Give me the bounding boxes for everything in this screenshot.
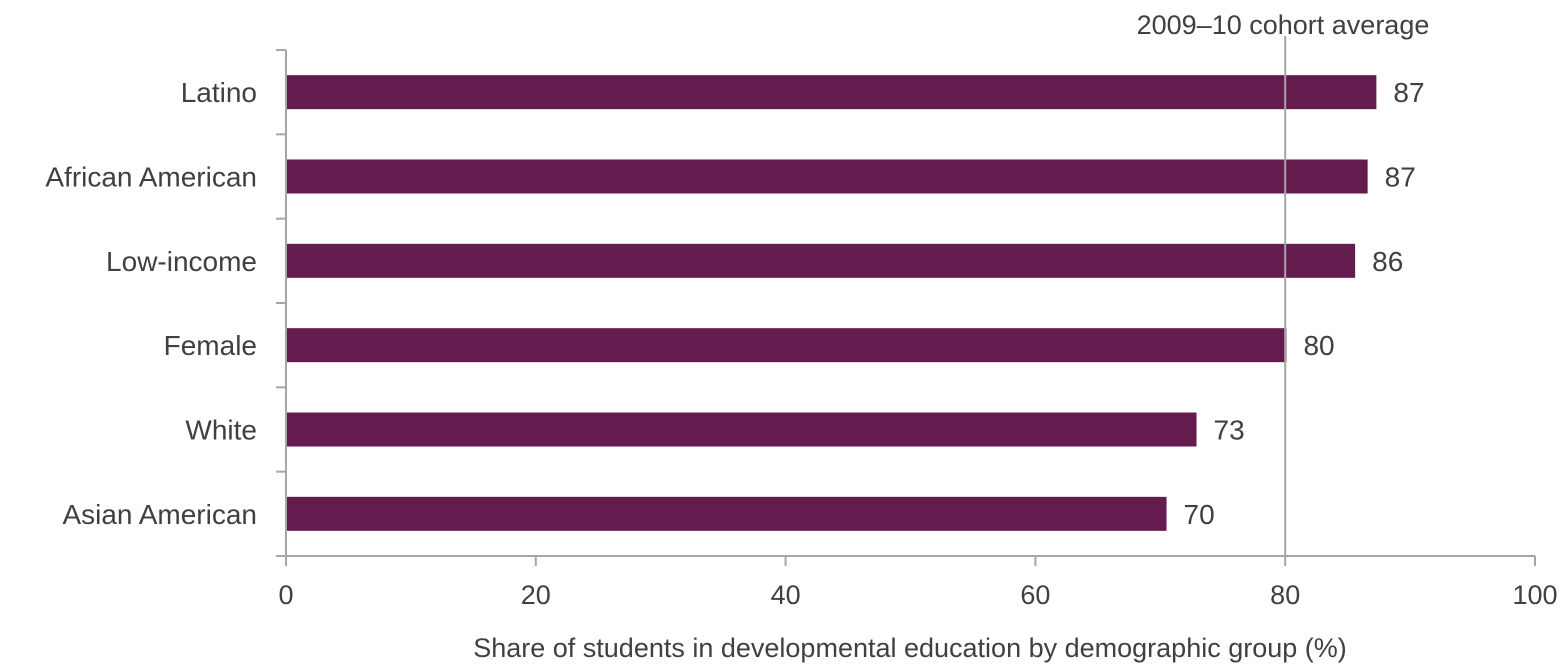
axes-group: [285, 50, 1535, 557]
category-label: Female: [164, 330, 257, 361]
x-axis-title: Share of students in developmental educa…: [473, 633, 1347, 663]
data-label: 80: [1303, 330, 1334, 361]
data-label: 87: [1385, 162, 1416, 193]
bar-asian-american: [286, 496, 1167, 531]
data-labels-group: 87 87 86 80 73 70: [1184, 77, 1425, 530]
x-tick-label: 0: [278, 580, 293, 610]
x-tick-label: 40: [771, 580, 801, 610]
x-tick-label: 20: [521, 580, 551, 610]
bars-group: [286, 75, 1377, 531]
x-tick-label: 80: [1270, 580, 1300, 610]
category-label: Low-income: [106, 246, 257, 277]
x-ticks-group: 0 20 40 60 80 100: [278, 556, 1558, 610]
bar-low-income: [286, 243, 1356, 278]
x-tick-label: 60: [1020, 580, 1050, 610]
data-label: 70: [1184, 499, 1215, 530]
category-label: African American: [45, 162, 257, 193]
bar-white: [286, 412, 1197, 447]
data-label: 86: [1372, 246, 1403, 277]
cohort-average-label: 2009–10 cohort average: [1137, 10, 1430, 40]
category-label: White: [185, 415, 257, 446]
y-ticks-group: [276, 49, 286, 557]
category-labels-group: Latino African American Low-income Female Wh…: [45, 77, 257, 530]
category-label: Asian American: [62, 499, 257, 530]
reference-line-group: 2009–10 cohort average: [1137, 10, 1430, 556]
x-tick-label: 100: [1512, 580, 1557, 610]
bar-female: [286, 328, 1287, 363]
data-label: 73: [1214, 415, 1245, 446]
bar-african-american: [286, 159, 1368, 194]
bar-latino: [286, 75, 1377, 110]
category-label: Latino: [181, 77, 257, 108]
data-label: 87: [1393, 77, 1424, 108]
